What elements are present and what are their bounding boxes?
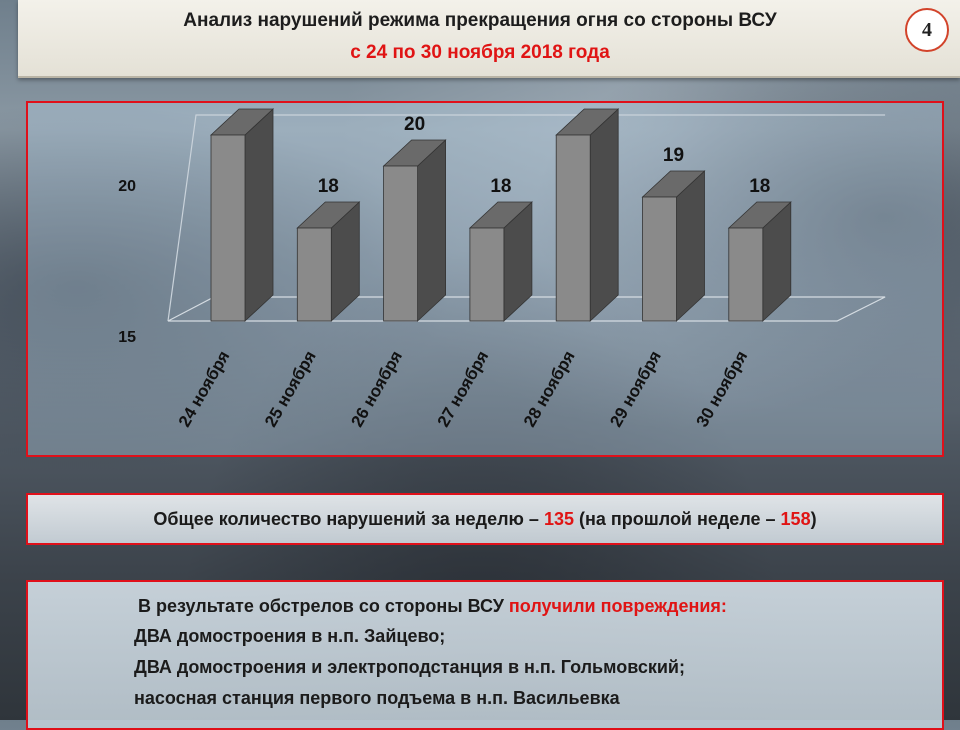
bar [555, 134, 591, 322]
damage-report-box: В результате обстрелов со стороны ВСУ по… [26, 580, 944, 730]
category-label: 28 ноября [520, 348, 579, 431]
weekly-total-box: Общее количество нарушений за неделю – 1… [26, 493, 944, 545]
chart-panel: 15 20 21 24 ноября 18 25 ноября 20 26 ноября 18 2… [26, 101, 944, 457]
bar [210, 134, 246, 322]
damage-item: ДВА домостроения в н.п. Зайцево; [134, 626, 446, 646]
bar [296, 227, 332, 322]
bar [642, 196, 677, 322]
damage-intro: В результате обстрелов со стороны ВСУ по… [138, 596, 727, 617]
y-tick-label: 15 [118, 329, 136, 346]
bar-side [417, 139, 447, 322]
total-prefix: Общее количество нарушений за неделю – [153, 509, 544, 529]
page-title: Анализ нарушений режима прекращения огня… [183, 10, 777, 31]
total-middle: (на прошлой неделе – [574, 509, 781, 529]
bar [728, 227, 764, 322]
damage-item: ДВА домостроения и электроподстанция в н… [134, 657, 685, 677]
category-label: 27 ноября [434, 348, 493, 431]
bar-chart: 15 20 21 24 ноября 18 25 ноября 20 26 ноября 18 2… [118, 103, 886, 431]
category-label: 24 ноября [175, 348, 234, 431]
data-label: 18 [318, 176, 339, 197]
data-label: 18 [749, 176, 770, 197]
category-label: 30 ноября [693, 348, 752, 431]
bar-side [244, 108, 274, 322]
data-label: 19 [663, 145, 684, 166]
chart-floor [167, 296, 886, 322]
category-label: 26 ноября [347, 348, 406, 431]
bar [383, 165, 419, 322]
damage-item: насосная станция первого подъема в н.п. … [134, 688, 620, 708]
prev-week-total-value: 158 [780, 509, 811, 529]
total-suffix: ) [810, 509, 817, 529]
category-label: 29 ноября [606, 348, 665, 431]
y-tick-label: 20 [118, 178, 136, 195]
week-total-value: 135 [543, 509, 574, 529]
damage-intro-text: В результате обстрелов со стороны ВСУ [138, 596, 509, 616]
data-label: 21 [231, 103, 253, 104]
data-label: 21 [577, 103, 599, 104]
data-label: 20 [404, 114, 425, 135]
bar-side [589, 108, 619, 322]
header-bar [18, 0, 960, 78]
data-label: 18 [490, 176, 511, 197]
page-number-badge: 4 [905, 8, 949, 52]
page-subtitle: с 24 по 30 ноября 2018 года [350, 42, 610, 63]
category-label: 25 ноября [261, 348, 320, 431]
bar [469, 227, 505, 322]
damage-intro-highlight: получили повреждения: [508, 596, 727, 616]
chart-back-wall [167, 114, 886, 322]
